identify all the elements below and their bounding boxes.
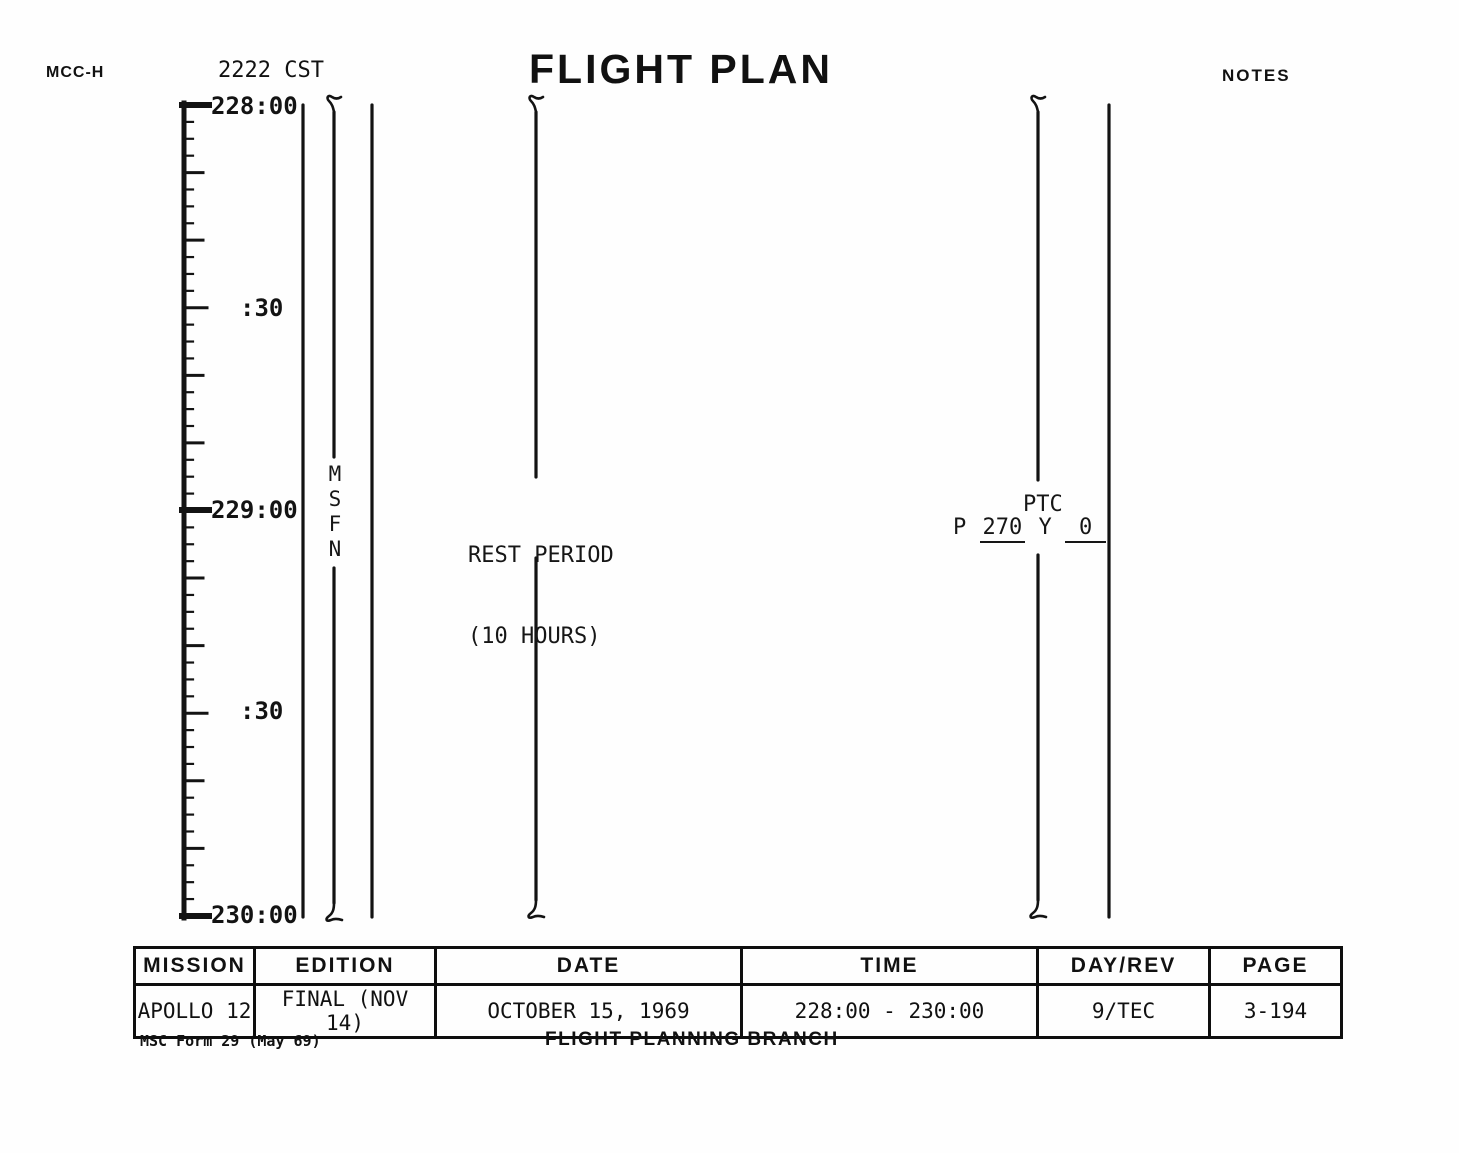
value-time: 228:00 - 230:00 [740, 983, 1039, 1039]
rest-period-line1: REST PERIOD [468, 543, 614, 568]
value-edition: FINAL (NOV 14) [253, 983, 437, 1039]
page-title: FLIGHT PLAN [529, 46, 834, 92]
header-day-rev: DAY/REV [1036, 946, 1211, 986]
ruler-minor-ticks [182, 120, 209, 901]
ptc-attitude-values: P 270 Y 0 [953, 515, 1107, 543]
time-label-229-00: 229:00 [211, 496, 298, 524]
mission-data-table: MISSION EDITION DATE TIME DAY/REV PAGE A… [133, 946, 1343, 1039]
squiggle-top-msfn-line [326, 94, 343, 114]
rest-period-annotation: REST PERIOD (10 HOURS) [468, 488, 614, 704]
event-lines [301, 94, 1111, 922]
squiggle-bottom-msfn-line [325, 901, 344, 922]
squiggle-bottom-rest-line [527, 898, 546, 919]
header-edition: EDITION [253, 946, 437, 986]
time-label-230-00: 230:00 [211, 901, 298, 929]
station-label: MCC-H [46, 64, 105, 81]
ptc-yaw-value: 0 [1065, 515, 1107, 543]
notes-column-label: NOTES [1222, 66, 1291, 85]
timeline-ruler [179, 100, 212, 921]
ptc-pitch-label: P [953, 515, 980, 540]
value-date: OCTOBER 15, 1969 [434, 983, 743, 1039]
value-day-rev: 9/TEC [1036, 983, 1211, 1039]
time-label-228-00: 228:00 [211, 92, 298, 120]
value-mission: APOLLO 12 [133, 983, 256, 1039]
header-date: DATE [434, 946, 743, 986]
table-value-row: APOLLO 12 FINAL (NOV 14) OCTOBER 15, 196… [133, 983, 1343, 1039]
squiggle-bottom-ptc-line [1029, 898, 1048, 919]
rest-period-line2: (10 HOURS) [468, 624, 601, 649]
cst-time-label: 2222 CST [218, 58, 324, 83]
msfn-vertical-label: MSFN [328, 462, 342, 561]
table-header-row: MISSION EDITION DATE TIME DAY/REV PAGE [133, 946, 1343, 986]
header-page: PAGE [1208, 946, 1343, 986]
squiggle-top-ptc-line [1030, 94, 1047, 114]
ptc-yaw-label: Y [1025, 515, 1065, 540]
form-number-label: MSC Form 29 (May 69) [140, 1032, 321, 1050]
header-time: TIME [740, 946, 1039, 986]
branch-label: FLIGHT PLANNING BRANCH [545, 1029, 839, 1050]
time-label-228-30: :30 [240, 294, 284, 322]
value-page: 3-194 [1208, 983, 1343, 1039]
ptc-pitch-value: 270 [979, 515, 1026, 543]
time-label-229-30: :30 [240, 697, 284, 725]
ptc-title: PTC [1023, 492, 1063, 517]
header-mission: MISSION [133, 946, 256, 986]
squiggle-top-rest-line [528, 94, 545, 114]
